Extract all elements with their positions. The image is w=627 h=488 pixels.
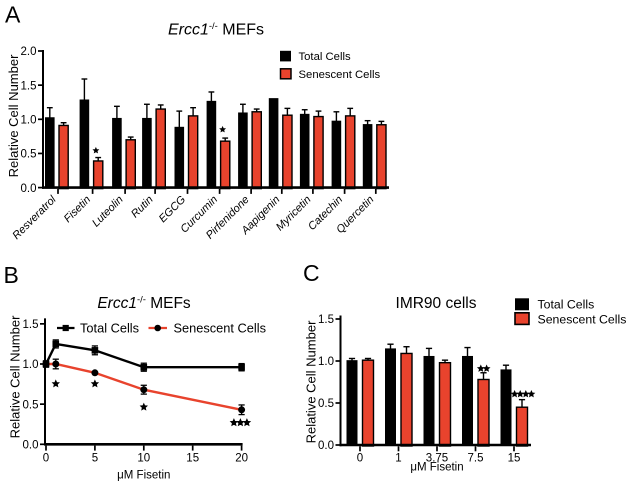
svg-text:1.0: 1.0 (23, 359, 39, 371)
svg-text:1: 1 (395, 453, 401, 465)
svg-text:Senescent Cells: Senescent Cells (174, 320, 266, 335)
svg-text:Relative Cell Number: Relative Cell Number (6, 54, 21, 177)
svg-text:0: 0 (43, 452, 49, 464)
svg-text:Ercc1-/- MEFs: Ercc1-/- MEFs (168, 21, 264, 39)
svg-text:0.5: 0.5 (21, 149, 37, 161)
svg-text:0.0: 0.0 (21, 183, 37, 195)
svg-text:0.5: 0.5 (23, 399, 39, 411)
svg-text:μM Fisetin: μM Fisetin (117, 470, 170, 482)
svg-text:A: A (5, 2, 21, 28)
svg-text:Total Cells: Total Cells (299, 51, 351, 63)
svg-text:Senescent Cells: Senescent Cells (538, 312, 627, 326)
svg-text:15: 15 (186, 452, 199, 464)
svg-text:1.5: 1.5 (318, 314, 334, 326)
svg-text:μM Fisetin: μM Fisetin (410, 462, 463, 474)
svg-text:Relative Cell Number: Relative Cell Number (8, 315, 23, 438)
svg-text:7.5: 7.5 (468, 453, 484, 465)
svg-text:3.75: 3.75 (426, 453, 448, 465)
svg-text:1.0: 1.0 (318, 356, 334, 368)
svg-text:5: 5 (92, 452, 98, 464)
svg-text:1.0: 1.0 (21, 115, 37, 127)
svg-text:Senescent Cells: Senescent Cells (299, 69, 381, 81)
svg-text:Total Cells: Total Cells (538, 298, 595, 312)
svg-text:Relative Cell Number: Relative Cell Number (304, 320, 319, 443)
svg-text:20: 20 (235, 452, 248, 464)
svg-text:0.5: 0.5 (318, 398, 334, 410)
svg-text:Ercc1-/- MEFs: Ercc1-/- MEFs (97, 295, 191, 313)
svg-text:0: 0 (357, 453, 363, 465)
svg-text:0.0: 0.0 (318, 440, 334, 452)
svg-text:15: 15 (508, 453, 521, 465)
svg-text:IMR90 cells: IMR90 cells (396, 295, 477, 312)
svg-text:10: 10 (137, 452, 150, 464)
svg-text:1.5: 1.5 (23, 319, 39, 331)
svg-text:Total Cells: Total Cells (80, 320, 139, 335)
svg-text:B: B (4, 262, 19, 288)
svg-text:0.0: 0.0 (23, 440, 39, 452)
svg-text:2.0: 2.0 (21, 46, 37, 58)
svg-text:1.5: 1.5 (21, 80, 37, 92)
svg-text:C: C (303, 260, 320, 286)
